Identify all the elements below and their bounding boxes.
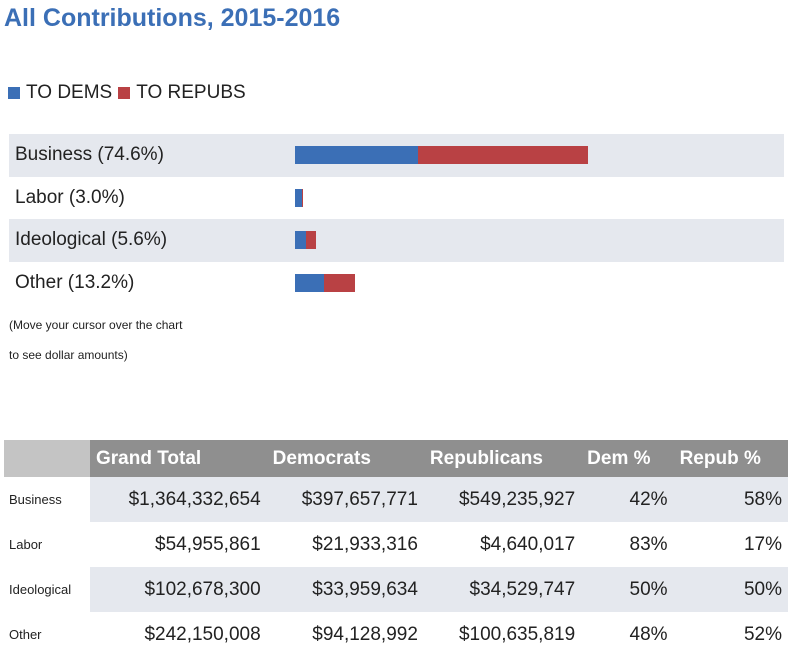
table-cell: $33,959,634 (266, 567, 424, 612)
table-row: Ideological $102,678,300 $33,959,634 $34,52… (4, 567, 788, 612)
table-cell: $100,635,819 (458, 623, 576, 645)
stacked-bar[interactable] (295, 273, 356, 292)
table-cell: $1,364,332,654 (90, 477, 267, 522)
table-cell: $4,640,017 (480, 533, 576, 555)
legend-swatch-dems (8, 87, 20, 99)
table-cell: $102,678,300 (90, 567, 267, 612)
table-corner-cell (4, 440, 90, 477)
table-cell: $397,657,771 (266, 477, 424, 522)
col-header-dem-pct: Dem % (581, 440, 674, 477)
chart-row[interactable]: Labor (3.0%) (9, 177, 784, 220)
contributions-bar-chart[interactable]: Business (74.6%) Labor (3.0%) Ideological … (9, 134, 784, 304)
table-cell: 83% (629, 533, 668, 555)
table-cell: 50% (673, 567, 788, 612)
chart-category-label: Other (13.2%) (15, 271, 135, 293)
table-row: Business $1,364,332,654 $397,657,771 $549,2… (4, 477, 788, 522)
legend-label-dems: TO DEMS (26, 82, 113, 103)
chart-category-label: Business (74.6%) (15, 144, 164, 166)
col-header-repub-pct: Repub % (673, 440, 788, 477)
bar-segment-dems[interactable] (295, 273, 325, 292)
table-row-label: Business (4, 477, 90, 522)
stacked-bar[interactable] (295, 146, 588, 165)
table-cell: $94,128,992 (312, 623, 418, 645)
bar-segment-dems[interactable] (295, 231, 306, 250)
col-header-democrats: Democrats (266, 440, 424, 477)
table-cell: $242,150,008 (144, 623, 261, 645)
bar-segment-dems[interactable] (295, 188, 302, 207)
table-cell: 58% (673, 477, 788, 522)
bar-segment-dems[interactable] (295, 146, 419, 165)
stacked-bar[interactable] (295, 188, 304, 207)
page-title: All Contributions, 2015-2016 (4, 4, 341, 32)
table-row-label: Other (9, 627, 42, 642)
table-cell: $549,235,927 (423, 477, 582, 522)
bar-segment-repubs[interactable] (324, 273, 356, 292)
legend-swatch-repubs (118, 87, 131, 99)
chart-row[interactable]: Ideological (5.6%) (9, 219, 784, 262)
col-header-grand-total: Grand Total (90, 440, 267, 477)
bar-segment-repubs[interactable] (301, 188, 304, 207)
contributions-table: Grand Total Democrats Republicans Dem % … (4, 440, 788, 657)
table-cell: $21,933,316 (312, 533, 418, 555)
chart-category-label: Ideological (5.6%) (15, 229, 168, 251)
stacked-bar[interactable] (295, 231, 317, 250)
table-cell: 52% (743, 623, 782, 645)
chart-legend: TO DEMS TO REPUBS (8, 82, 252, 104)
table-row-label: Ideological (4, 567, 90, 612)
col-header-republicans: Republicans (423, 440, 582, 477)
table-cell: 50% (581, 567, 674, 612)
table-cell: 42% (581, 477, 674, 522)
table-row: Other $242,150,008 $94,128,992 $100,635,819… (4, 612, 788, 657)
table-cell: $54,955,861 (155, 533, 261, 555)
table-row: Labor $54,955,861 $21,933,316 $4,640,017 83%… (4, 522, 788, 567)
chart-note-line-2: to see dollar amounts) (9, 348, 128, 362)
chart-row[interactable]: Business (74.6%) (9, 134, 784, 177)
table-cell: $34,529,747 (423, 567, 582, 612)
chart-category-label: Labor (3.0%) (15, 186, 125, 208)
legend-label-repubs: TO REPUBS (136, 82, 246, 103)
legend-item-repubs: TO REPUBS (118, 82, 246, 104)
chart-note-line-1: (Move your cursor over the chart (9, 318, 183, 332)
legend-item-dems: TO DEMS (8, 82, 112, 104)
table-cell: 48% (629, 623, 668, 645)
table-header-row: Grand Total Democrats Republicans Dem % … (4, 440, 788, 477)
bar-segment-repubs[interactable] (305, 231, 317, 250)
table-row-label: Labor (9, 537, 43, 552)
chart-row[interactable]: Other (13.2%) (9, 262, 784, 305)
bar-segment-repubs[interactable] (418, 146, 588, 165)
table-cell: 17% (743, 533, 782, 555)
